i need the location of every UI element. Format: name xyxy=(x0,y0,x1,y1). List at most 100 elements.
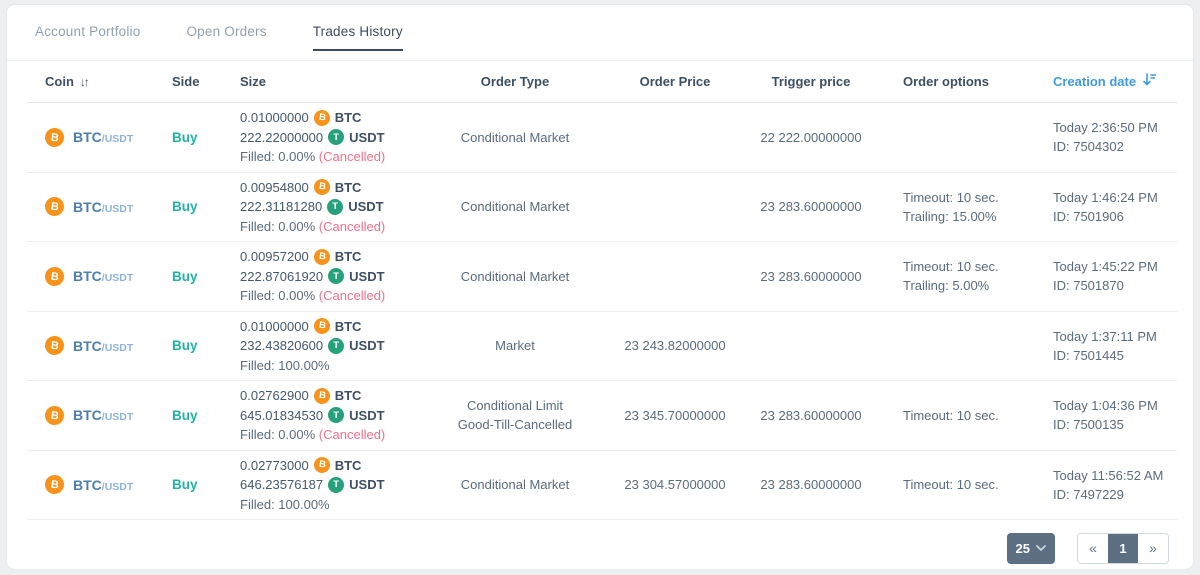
btc-icon: B xyxy=(43,404,66,427)
order-id: ID: 7501445 xyxy=(1053,347,1124,363)
header-creation-date-label: Creation date xyxy=(1053,74,1137,89)
order-id: ID: 7504302 xyxy=(1053,139,1124,155)
coin-pair-link[interactable]: BTC/USDT xyxy=(73,129,133,145)
btc-icon: B xyxy=(312,316,332,336)
trigger-price-cell: 22 222.00000000 xyxy=(760,129,862,145)
order-options-cell: Timeout: 10 sec. Trailing: 15.00% xyxy=(877,188,1053,226)
coin-base: BTC xyxy=(73,129,102,146)
table-header-row: Coin ↓↑ Side Size Order Type Order Price… xyxy=(27,61,1177,103)
coin-pair-link[interactable]: BTC/USDT xyxy=(73,268,133,284)
usdt-icon: T xyxy=(328,268,345,285)
creation-date: Today 1:46:24 PM xyxy=(1053,189,1158,205)
trigger-price-cell: 23 283.60000000 xyxy=(760,268,862,284)
order-type-cell: Conditional Market xyxy=(425,128,605,147)
creation-date-cell: Today 1:37:11 PM ID: 7501445 xyxy=(1053,327,1177,365)
filled-status: Filled: 0.00% (Cancelled) xyxy=(240,217,425,237)
order-type-line2: Good-Till-Cancelled xyxy=(457,417,573,433)
trades-table: Coin ↓↑ Side Size Order Type Order Price… xyxy=(7,61,1193,520)
table-row: B BTC/USDT Buy 0.00954800 B BTC 222.3118… xyxy=(27,173,1177,242)
trigger-price-cell: 23 283.60000000 xyxy=(760,199,862,215)
trades-panel: Account Portfolio Open Orders Trades His… xyxy=(7,5,1193,569)
table-row: B BTC/USDT Buy 0.00957200 B BTC 222.8706… xyxy=(27,242,1177,312)
usdt-icon: T xyxy=(328,337,345,354)
size-quote-amount: 222.22000000 xyxy=(240,129,324,145)
trigger-price-cell: 23 283.60000000 xyxy=(760,477,862,493)
coin-quote: /USDT xyxy=(101,480,134,493)
creation-date: Today 1:45:22 PM xyxy=(1053,259,1158,275)
coin-quote: /USDT xyxy=(101,411,134,424)
order-type-cell: Conditional Limit Good-Till-Cancelled xyxy=(425,396,605,434)
coin-base: BTC xyxy=(73,476,102,493)
prev-page-button[interactable]: « xyxy=(1078,533,1108,563)
order-id: ID: 7497229 xyxy=(1053,486,1124,502)
table-row: B BTC/USDT Buy 0.02773000 B BTC 646.2357… xyxy=(27,451,1177,520)
filled-status: Filled: 100.00% xyxy=(240,356,425,376)
coin-pair-link[interactable]: BTC/USDT xyxy=(73,338,133,354)
size-base-amount: 0.00957200 xyxy=(240,249,309,264)
order-type-line1: Conditional Market xyxy=(460,199,570,215)
order-options-cell: Timeout: 10 sec. xyxy=(877,406,1053,425)
next-page-button[interactable]: » xyxy=(1138,533,1168,563)
filled-status: Filled: 0.00% (Cancelled) xyxy=(240,147,425,167)
page-size-select[interactable]: 25 xyxy=(1006,532,1055,564)
header-creation-date[interactable]: Creation date xyxy=(1053,73,1177,90)
coin-sort-icon[interactable]: ↓↑ xyxy=(79,74,90,89)
size-quote-amount: 646.23576187 xyxy=(240,477,324,492)
filled-percent: Filled: 0.00% xyxy=(240,288,316,303)
creation-date-cell: Today 1:46:24 PM ID: 7501906 xyxy=(1053,188,1177,226)
cancelled-label: (Cancelled) xyxy=(318,427,386,442)
table-body: B BTC/USDT Buy 0.01000000 B BTC 222.2200… xyxy=(27,103,1177,520)
size-cell: 0.02773000 B BTC 646.23576187 T USDT Fil… xyxy=(240,455,425,515)
coin-pair-link[interactable]: BTC/USDT xyxy=(73,407,133,423)
coin-pair-link[interactable]: BTC/USDT xyxy=(73,477,133,493)
size-quote-unit: USDT xyxy=(349,338,385,353)
tab-trades-history[interactable]: Trades History xyxy=(312,5,403,60)
order-type-cell: Market xyxy=(425,336,605,355)
order-id: ID: 7501870 xyxy=(1053,278,1124,294)
filled-percent: Filled: 0.00% xyxy=(240,218,316,234)
size-cell: 0.02762900 B BTC 645.01834530 T USDT Fil… xyxy=(240,386,425,445)
size-base-unit: BTC xyxy=(334,249,362,264)
pagination-bar: 25 « 1 » xyxy=(7,520,1193,568)
tab-account-portfolio[interactable]: Account Portfolio xyxy=(35,24,141,39)
filled-percent: Filled: 0.00% xyxy=(240,427,316,442)
coin-quote: /USDT xyxy=(101,272,134,285)
side-cell: Buy xyxy=(172,129,198,145)
table-row: B BTC/USDT Buy 0.01000000 B BTC 222.2200… xyxy=(27,103,1177,173)
order-type-line1: Conditional Market xyxy=(460,268,570,284)
cancelled-label: (Cancelled) xyxy=(318,149,386,164)
cancelled-label: (Cancelled) xyxy=(318,288,386,303)
order-option-line1: Timeout: 10 sec. xyxy=(903,477,999,493)
order-option-line2: Trailing: 15.00% xyxy=(903,208,997,224)
tab-open-orders[interactable]: Open Orders xyxy=(186,24,267,39)
header-coin-label: Coin xyxy=(45,74,74,89)
current-page-button[interactable]: 1 xyxy=(1108,533,1138,563)
coin-cell: B BTC/USDT xyxy=(27,195,172,218)
size-base-amount: 0.02762900 xyxy=(240,388,309,403)
tab-bar: Account Portfolio Open Orders Trades His… xyxy=(7,5,1193,61)
coin-cell: B BTC/USDT xyxy=(27,473,172,496)
order-type-line1: Conditional Market xyxy=(460,477,570,493)
creation-date-cell: Today 2:36:50 PM ID: 7504302 xyxy=(1053,118,1177,156)
header-side: Side xyxy=(172,74,200,89)
filled-percent: Filled: 100.00% xyxy=(240,496,330,512)
size-quote-unit: USDT xyxy=(349,407,385,423)
size-base-amount: 0.00954800 xyxy=(240,179,309,195)
order-options-cell: Timeout: 10 sec. Trailing: 5.00% xyxy=(877,257,1053,295)
creation-date-sort-icon[interactable] xyxy=(1143,73,1157,90)
btc-icon: B xyxy=(312,455,332,475)
order-type-line1: Conditional Market xyxy=(460,129,570,145)
filled-percent: Filled: 0.00% xyxy=(240,149,316,164)
btc-icon: B xyxy=(312,177,332,197)
creation-date-cell: Today 1:04:36 PM ID: 7500135 xyxy=(1053,396,1177,434)
coin-base: BTC xyxy=(73,337,102,354)
size-base-unit: BTC xyxy=(334,179,362,195)
creation-date-cell: Today 11:56:52 AM ID: 7497229 xyxy=(1053,466,1177,504)
order-type-cell: Conditional Market xyxy=(425,267,605,286)
creation-date: Today 1:04:36 PM xyxy=(1053,398,1158,414)
order-option-line1: Timeout: 10 sec. xyxy=(903,407,999,423)
coin-pair-link[interactable]: BTC/USDT xyxy=(73,199,133,215)
size-quote-unit: USDT xyxy=(349,268,385,284)
coin-cell: B BTC/USDT xyxy=(27,126,172,149)
coin-cell: B BTC/USDT xyxy=(27,265,172,288)
